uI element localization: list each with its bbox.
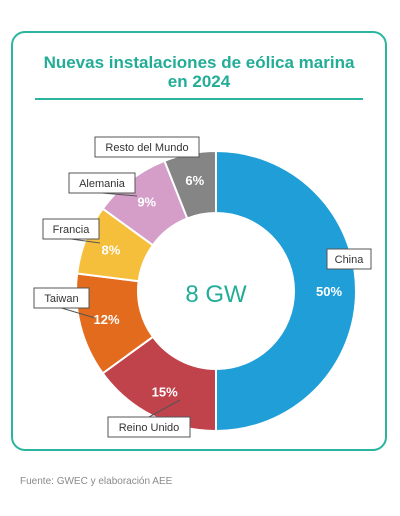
- category-box: [42, 218, 100, 240]
- source-note: Fuente: GWEC y elaboración AEE: [20, 476, 173, 487]
- value-label-china: 50%: [316, 284, 342, 299]
- center-label: 8 GW: [185, 281, 247, 308]
- title-line-1: Nuevas instalaciones de eólica marina: [43, 53, 355, 72]
- value-label-taiwan: 12%: [94, 312, 120, 327]
- category-box: [94, 136, 200, 158]
- value-label-resto-del-mundo: 6%: [185, 173, 204, 188]
- category-label-resto-del-mundo: Resto del Mundo: [105, 142, 188, 154]
- chart-title: Nuevas instalaciones de eólica marina en…: [13, 53, 385, 91]
- category-label-reino-unido: Reino Unido: [119, 422, 180, 434]
- value-label-francia: 8%: [102, 242, 121, 257]
- category-label-alemania: Alemania: [79, 178, 126, 190]
- category-box: [107, 416, 191, 438]
- category-label-francia: Francia: [53, 224, 91, 236]
- category-label-taiwan: Taiwan: [44, 293, 78, 305]
- value-label-reino-unido: 15%: [152, 385, 178, 400]
- category-box: [68, 172, 136, 194]
- title-divider: [35, 98, 363, 100]
- leader-line: [148, 399, 181, 418]
- slice-china: [215, 149, 357, 433]
- category-box: [33, 287, 90, 309]
- value-label-alemania: 9%: [137, 195, 156, 210]
- leader-line: [61, 307, 96, 319]
- category-label-china: China: [335, 254, 365, 266]
- title-line-2: en 2024: [167, 72, 231, 91]
- category-box: [326, 248, 372, 270]
- leader-line: [70, 238, 101, 244]
